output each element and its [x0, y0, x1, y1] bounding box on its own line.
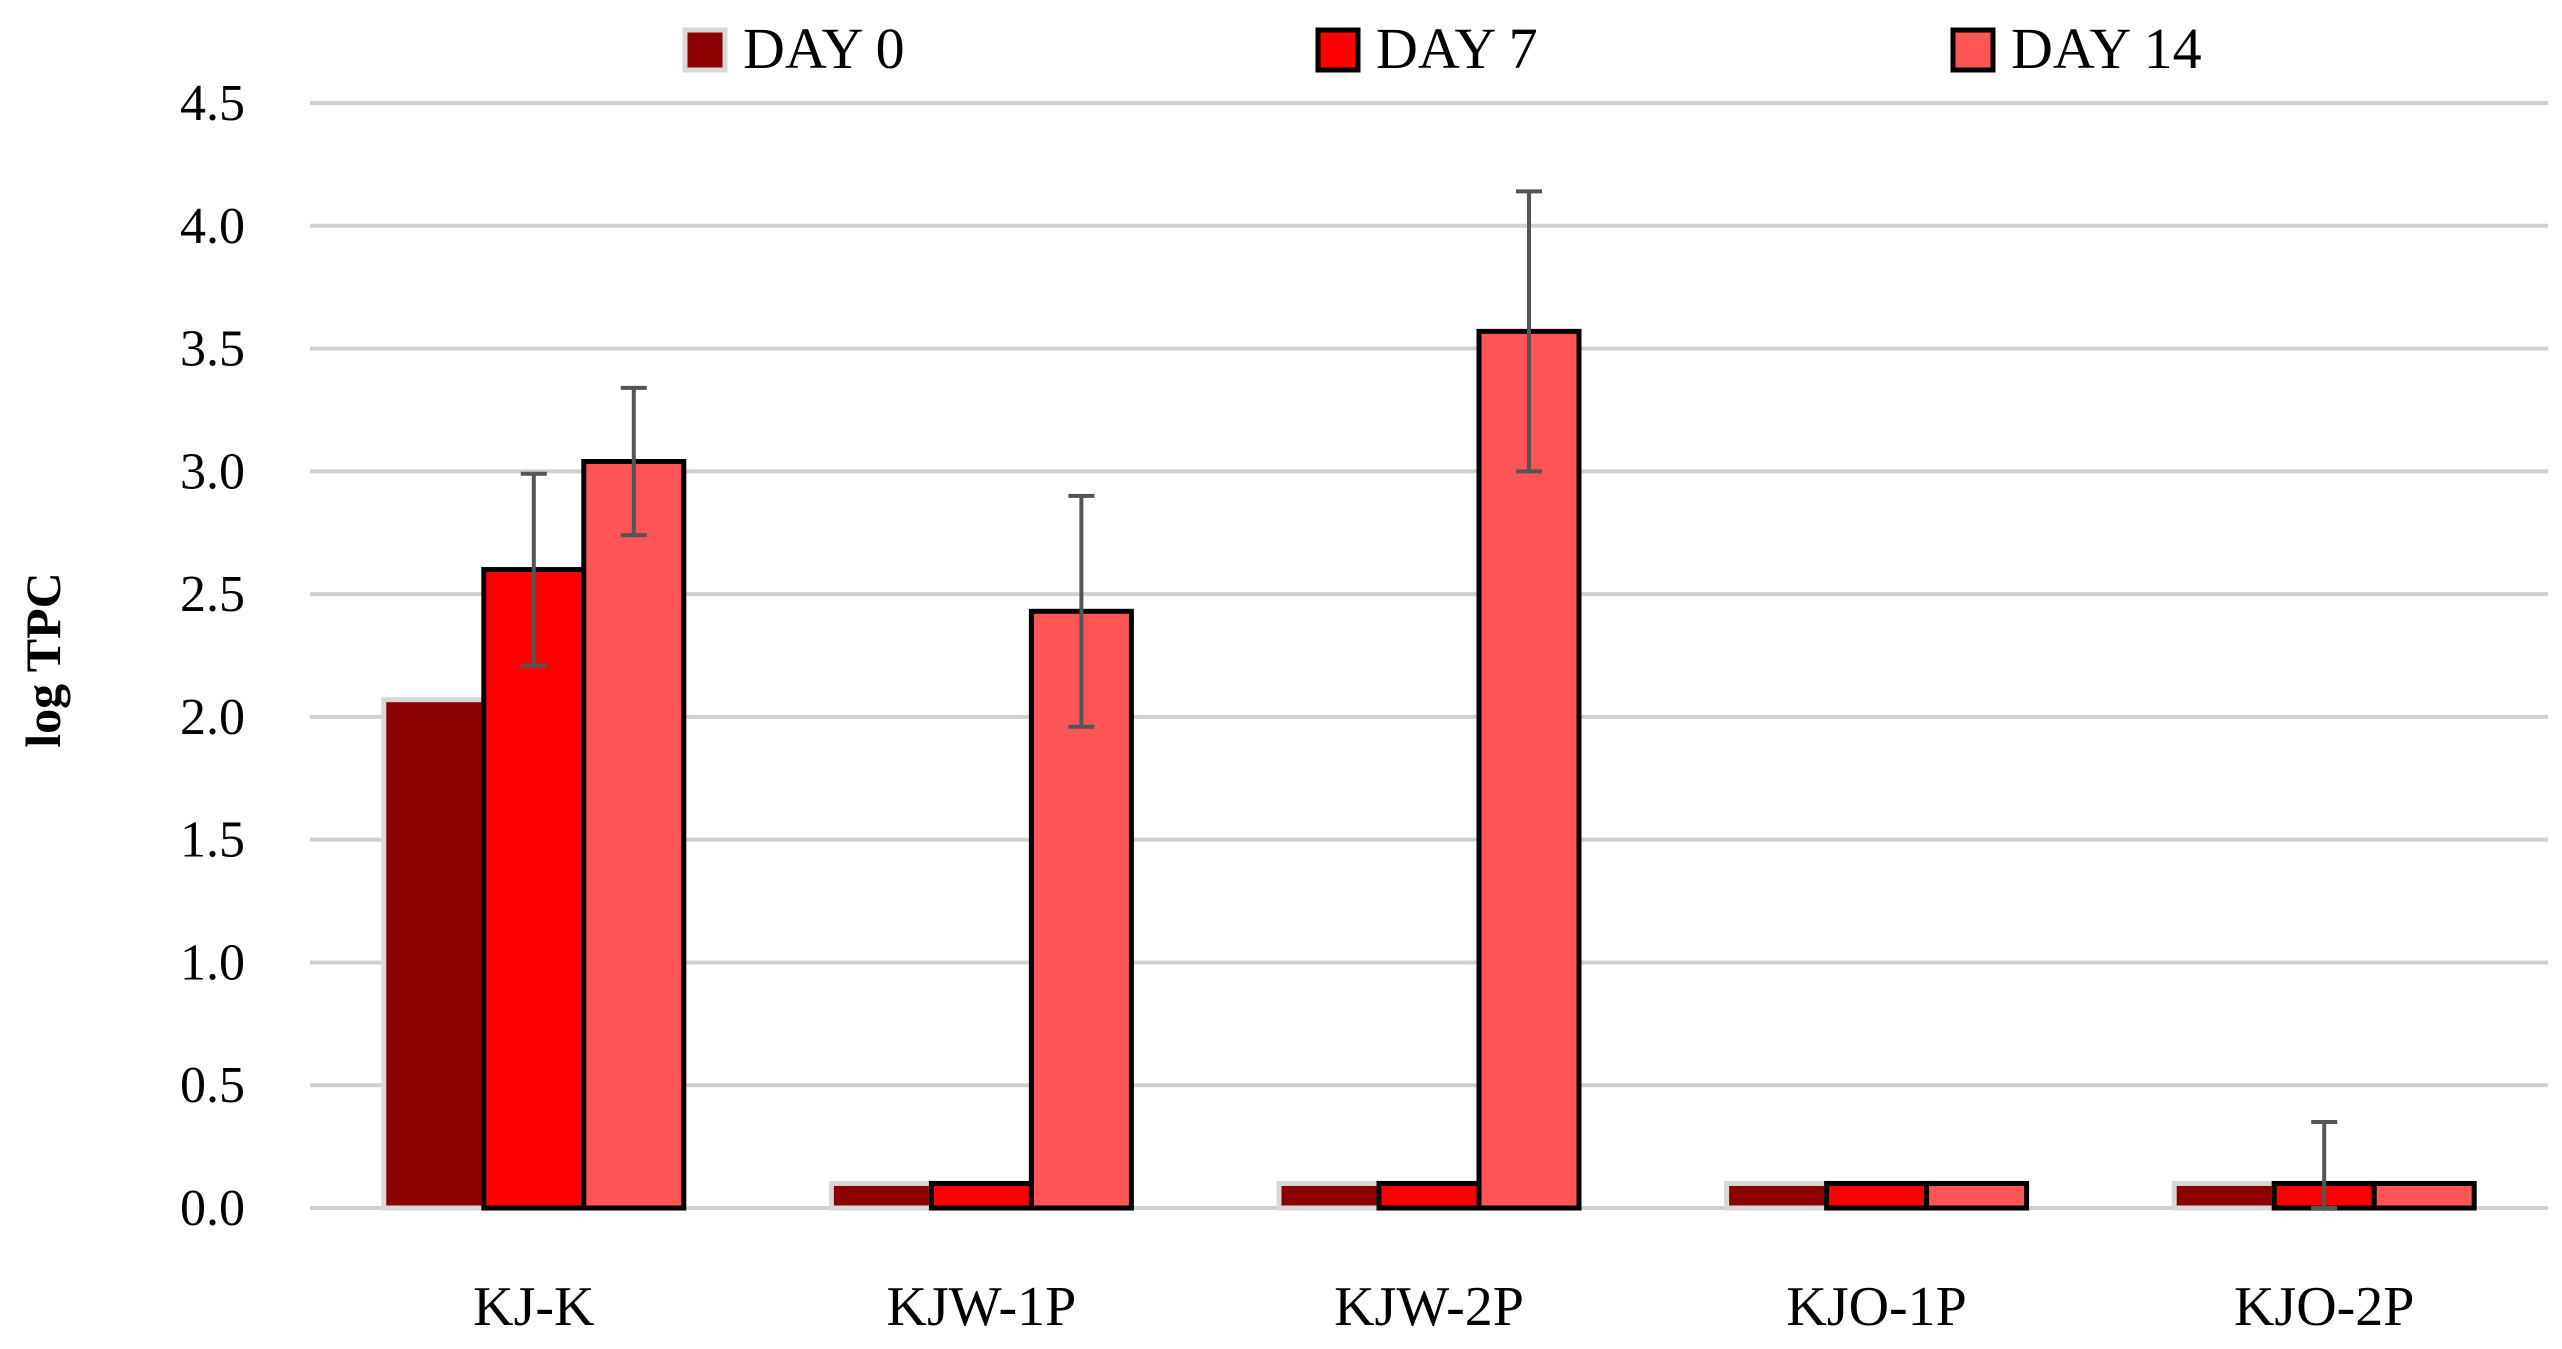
x-tick-label: KJW-1P — [887, 1276, 1077, 1338]
y-tick-label: 0.5 — [180, 1057, 245, 1114]
bar-day-7-kjw-2p — [1376, 1180, 1482, 1211]
y-tick-label: 2.5 — [180, 566, 245, 623]
y-tick-label: 3.5 — [180, 321, 245, 378]
bars — [381, 328, 2477, 1211]
y-tick-label: 1.5 — [180, 812, 245, 869]
error-bars — [520, 189, 2338, 1210]
bar-day-0-kjo-1p — [1724, 1180, 1830, 1211]
x-tick-label: KJO-2P — [2234, 1276, 2414, 1338]
bar-day-14-kjw-2p — [1476, 328, 1582, 1211]
y-axis-label: log TPC — [15, 572, 71, 748]
bar-day-7-kjo-1p — [1824, 1180, 1930, 1211]
bar-day-7-kj-k — [481, 567, 587, 1211]
bar-day-14-kj-k — [581, 459, 687, 1211]
y-tick-label: 0.0 — [180, 1180, 245, 1237]
bar-day-0-kjw-1p — [828, 1180, 934, 1211]
bar-day-0-kj-k — [381, 697, 487, 1211]
bar-day-7-kjw-1p — [928, 1180, 1034, 1211]
legend-label: DAY 14 — [2011, 16, 2202, 81]
y-tick-label: 2.0 — [180, 689, 245, 746]
x-tick-label: KJW-2P — [1334, 1276, 1524, 1338]
y-tick-label: 4.5 — [180, 75, 245, 132]
legend-swatch — [1315, 27, 1361, 73]
bar-day-14-kjo-1p — [1924, 1180, 2030, 1211]
legend-label: DAY 0 — [743, 16, 905, 81]
y-tick-label: 1.0 — [180, 934, 245, 991]
x-tick-label: KJ-K — [473, 1276, 594, 1338]
bar-day-14-kjo-2p — [2371, 1180, 2477, 1211]
y-tick-label: 4.0 — [180, 198, 245, 255]
legend-swatch — [1950, 27, 1996, 73]
legend-label: DAY 7 — [1376, 16, 1538, 81]
legend-swatch — [682, 27, 728, 73]
x-axis-ticks: KJ-K KJW-1P KJW-2P KJO-1P KJO-2P — [473, 1276, 2414, 1338]
bar-day-0-kjo-2p — [2171, 1180, 2277, 1211]
legend: DAY 0 DAY 7 DAY 14 — [682, 16, 2202, 81]
x-tick-label: KJO-1P — [1786, 1276, 1966, 1338]
y-tick-label: 3.0 — [180, 443, 245, 500]
bar-day-0-kjw-2p — [1276, 1180, 1382, 1211]
y-axis-ticks: 0.0 0.5 1.0 1.5 2.0 2.5 3.0 3.5 4.0 4.5 — [180, 75, 245, 1237]
